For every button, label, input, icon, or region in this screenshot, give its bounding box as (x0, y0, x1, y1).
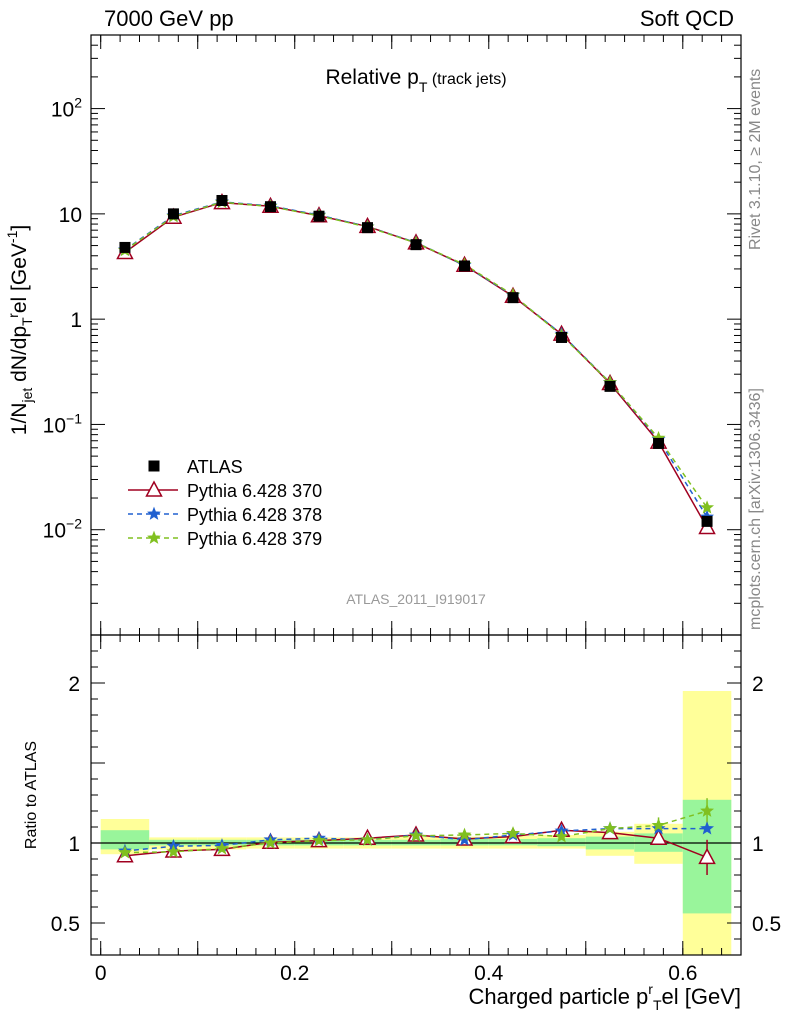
legend-marker-0 (148, 460, 160, 472)
ratio-panel-frame (90, 634, 742, 956)
legend-label-2: Pythia 6.428 378 (187, 505, 322, 525)
chart-title: Relative pT (track jets) (325, 66, 506, 95)
main-point-s0-8 (507, 292, 519, 304)
ratio-y-tick-label-right: 1 (752, 833, 764, 856)
ratio-point-s2-9 (554, 829, 569, 843)
ratio-point-s2-2 (215, 841, 229, 855)
main-point-s0-7 (459, 260, 471, 272)
main-point-s0-3 (264, 201, 276, 213)
legend-label-3: Pythia 6.428 379 (187, 529, 322, 549)
ratio-y-tick-label-right: 0.5 (752, 913, 781, 936)
main-point-s0-10 (604, 380, 616, 392)
ratio-point-s2-3 (263, 835, 278, 849)
header-category: Soft QCD (639, 6, 734, 31)
main-point-s0-9 (556, 331, 568, 343)
ratio-y-tick-label: 1 (68, 833, 80, 856)
main-point-s0-12 (701, 515, 713, 527)
main-point-s0-0 (119, 241, 131, 253)
main-point-s0-1 (167, 208, 179, 220)
ratio-y-tick-label-right: 2 (752, 673, 764, 696)
main-point-s0-11 (653, 437, 665, 449)
main-y-tick-label: 1 (70, 309, 82, 332)
ratio-point-s2-6 (409, 828, 423, 842)
ratio-point-s2-7 (457, 827, 472, 841)
main-point-s0-5 (361, 222, 373, 234)
main-y-tick-label: 10−2 (43, 516, 83, 543)
x-tick-label: 0.6 (668, 962, 697, 985)
main-point-s0-2 (216, 194, 228, 206)
ratio-point-s2-0 (117, 845, 132, 859)
ratio-point-s1-12 (700, 821, 715, 835)
x-axis-label: Charged particle prTel [GeV] (469, 981, 742, 1013)
legend-marker-2 (147, 506, 161, 520)
ratio-stat-band-0 (100, 830, 150, 850)
ratio-point-s2-1 (166, 844, 181, 858)
ratio-point-s2-4 (312, 833, 326, 847)
main-point-s0-4 (313, 210, 325, 222)
main-point-s3-12 (700, 500, 715, 514)
ratio-point-s0-11 (649, 828, 668, 845)
header-energy: 7000 GeV pp (104, 6, 234, 31)
ratio-point-s2-11 (651, 818, 666, 832)
legend-marker-1 (145, 480, 163, 497)
main-y-tick-label: 10−1 (43, 410, 83, 437)
x-tick-label: 0.4 (474, 962, 504, 985)
main-point-s0-6 (410, 239, 422, 251)
ratio-y-tick-label: 2 (68, 673, 80, 696)
ratio-point-s0-12 (698, 847, 716, 865)
ratio-y-tick-label: 0.5 (51, 913, 80, 936)
x-tick-label: 0 (95, 962, 107, 985)
ratio-point-s2-8 (506, 826, 520, 840)
x-tick-label: 0.2 (280, 962, 309, 985)
main-y-tick-label: 10 (59, 204, 82, 227)
ratio-point-s2-12 (700, 803, 715, 817)
analysis-id-annotation: ATLAS_2011_I919017 (346, 591, 486, 607)
legend-label-1: Pythia 6.428 370 (187, 481, 322, 501)
ratio-point-s2-5 (360, 832, 375, 846)
main-y-axis-label: 1/Njet dN/dpTrel [GeV-1] (4, 225, 35, 435)
ratio-point-s1-7 (457, 832, 472, 846)
ratio-point-s2-10 (603, 821, 617, 835)
legend-label-0: ATLAS (187, 457, 243, 477)
legend-marker-3 (147, 530, 161, 544)
ratio-y-axis-label: Ratio to ATLAS (23, 741, 40, 849)
main-y-tick-label: 102 (51, 95, 82, 122)
ratio-stat-band-9 (537, 838, 586, 847)
main-series-line-1 (124, 201, 708, 528)
